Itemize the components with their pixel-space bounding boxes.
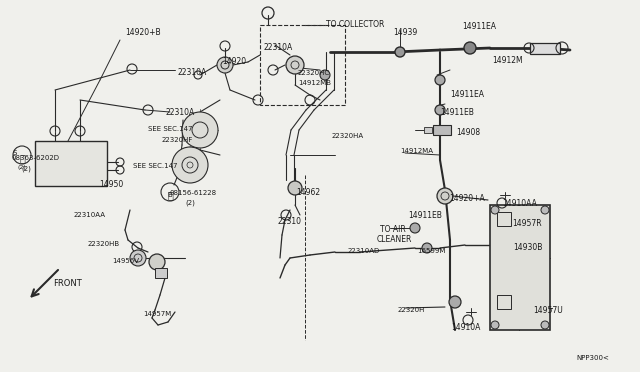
Text: NPP300<: NPP300< bbox=[576, 355, 609, 361]
Text: 14911EA: 14911EA bbox=[450, 90, 484, 99]
Text: (2): (2) bbox=[185, 200, 195, 206]
Text: SEE SEC.147: SEE SEC.147 bbox=[133, 163, 177, 169]
Bar bbox=[260, 25, 345, 105]
Text: Ⓢ: Ⓢ bbox=[19, 153, 25, 163]
Text: 14920+A: 14920+A bbox=[449, 194, 484, 203]
Text: CLEANER: CLEANER bbox=[377, 235, 412, 244]
Text: B: B bbox=[168, 192, 172, 198]
Circle shape bbox=[541, 321, 549, 329]
Text: 22320HF: 22320HF bbox=[162, 137, 193, 143]
Circle shape bbox=[217, 57, 233, 73]
Circle shape bbox=[464, 42, 476, 54]
Text: S: S bbox=[13, 150, 17, 156]
Circle shape bbox=[449, 296, 461, 308]
Text: 14962: 14962 bbox=[296, 188, 320, 197]
Circle shape bbox=[182, 112, 218, 148]
Text: 22320HB: 22320HB bbox=[88, 241, 120, 247]
Text: 14939: 14939 bbox=[393, 28, 417, 37]
Bar bbox=[497, 295, 511, 309]
Text: 08363-6202D: 08363-6202D bbox=[12, 155, 60, 161]
Text: 14920+B: 14920+B bbox=[125, 28, 161, 37]
Circle shape bbox=[288, 181, 302, 195]
Bar bbox=[530, 43, 560, 54]
Bar bbox=[35, 141, 107, 186]
Text: 22310AD: 22310AD bbox=[348, 248, 380, 254]
Circle shape bbox=[435, 75, 445, 85]
Text: 14908: 14908 bbox=[456, 128, 480, 137]
Circle shape bbox=[435, 105, 445, 115]
Text: 14912M: 14912M bbox=[492, 56, 523, 65]
Text: 16599M: 16599M bbox=[417, 248, 445, 254]
Text: 14957U: 14957U bbox=[533, 306, 563, 315]
Text: 14957R: 14957R bbox=[512, 219, 541, 228]
Text: 22310AA: 22310AA bbox=[74, 212, 106, 218]
Circle shape bbox=[130, 250, 146, 266]
Circle shape bbox=[395, 47, 405, 57]
Bar bbox=[497, 212, 511, 226]
Bar bbox=[433, 125, 451, 135]
Text: 22320HC: 22320HC bbox=[298, 70, 330, 76]
Circle shape bbox=[286, 56, 304, 74]
Circle shape bbox=[491, 206, 499, 214]
Text: 14950: 14950 bbox=[99, 180, 124, 189]
Circle shape bbox=[541, 206, 549, 214]
Text: (2): (2) bbox=[18, 165, 26, 170]
Circle shape bbox=[491, 321, 499, 329]
Text: 14910AA: 14910AA bbox=[502, 199, 537, 208]
Circle shape bbox=[320, 70, 330, 80]
Text: 22320H: 22320H bbox=[398, 307, 426, 313]
Circle shape bbox=[437, 188, 453, 204]
Text: 14920: 14920 bbox=[222, 57, 246, 66]
Bar bbox=[424, 127, 432, 133]
Text: (2): (2) bbox=[21, 165, 31, 171]
Text: 14912MA: 14912MA bbox=[400, 148, 433, 154]
Text: SEE SEC.147: SEE SEC.147 bbox=[148, 126, 193, 132]
Text: 22320HA: 22320HA bbox=[332, 133, 364, 139]
Text: 08156-61228: 08156-61228 bbox=[170, 190, 217, 196]
Text: Ⓑ: Ⓑ bbox=[167, 190, 173, 200]
Text: 14911EA: 14911EA bbox=[462, 22, 496, 31]
Text: 22310: 22310 bbox=[278, 217, 302, 226]
Text: 14957M: 14957M bbox=[143, 311, 172, 317]
Text: 14912MB: 14912MB bbox=[298, 80, 331, 86]
Text: 14930B: 14930B bbox=[513, 243, 542, 252]
Circle shape bbox=[149, 254, 165, 270]
Circle shape bbox=[410, 223, 420, 233]
Text: 22310A: 22310A bbox=[178, 68, 207, 77]
Text: 22310A: 22310A bbox=[165, 108, 195, 117]
Text: 14911EB: 14911EB bbox=[440, 108, 474, 117]
Text: 14910A: 14910A bbox=[451, 323, 481, 332]
Text: TO COLLECTOR: TO COLLECTOR bbox=[326, 20, 385, 29]
Text: FRONT: FRONT bbox=[53, 279, 82, 288]
Circle shape bbox=[422, 243, 432, 253]
Bar bbox=[490, 205, 550, 330]
Text: 14956V: 14956V bbox=[112, 258, 139, 264]
Circle shape bbox=[172, 147, 208, 183]
Text: 14911EB: 14911EB bbox=[408, 211, 442, 220]
Bar bbox=[155, 268, 167, 278]
Text: 22310A: 22310A bbox=[263, 43, 292, 52]
Text: TO AIR: TO AIR bbox=[380, 225, 406, 234]
